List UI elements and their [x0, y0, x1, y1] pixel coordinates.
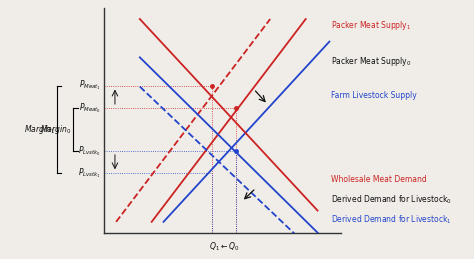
Text: $P_{Lvstk_0}$: $P_{Lvstk_0}$ [78, 144, 100, 158]
Text: $P_{Meat_1}$: $P_{Meat_1}$ [79, 79, 100, 92]
Text: $Q_1 \leftarrow Q_0$: $Q_1 \leftarrow Q_0$ [209, 241, 239, 254]
Text: Farm Livestock Supply: Farm Livestock Supply [331, 91, 416, 100]
Text: $P_{Lvstk_1}$: $P_{Lvstk_1}$ [78, 167, 100, 180]
Text: Packer Meat Supply$_1$: Packer Meat Supply$_1$ [331, 19, 411, 32]
Text: Packer Meat Supply$_0$: Packer Meat Supply$_0$ [331, 55, 411, 68]
Text: Wholesale Meat Demand: Wholesale Meat Demand [331, 175, 427, 184]
Text: Derived Demand for Livestock$_1$: Derived Demand for Livestock$_1$ [331, 213, 451, 226]
Text: Derived Demand for Livestock$_0$: Derived Demand for Livestock$_0$ [331, 193, 452, 206]
Text: $Margin_0$: $Margin_0$ [40, 123, 72, 136]
Text: $P_{Meat_0}$: $P_{Meat_0}$ [79, 101, 100, 115]
Text: $Margin_1$: $Margin_1$ [24, 123, 55, 136]
